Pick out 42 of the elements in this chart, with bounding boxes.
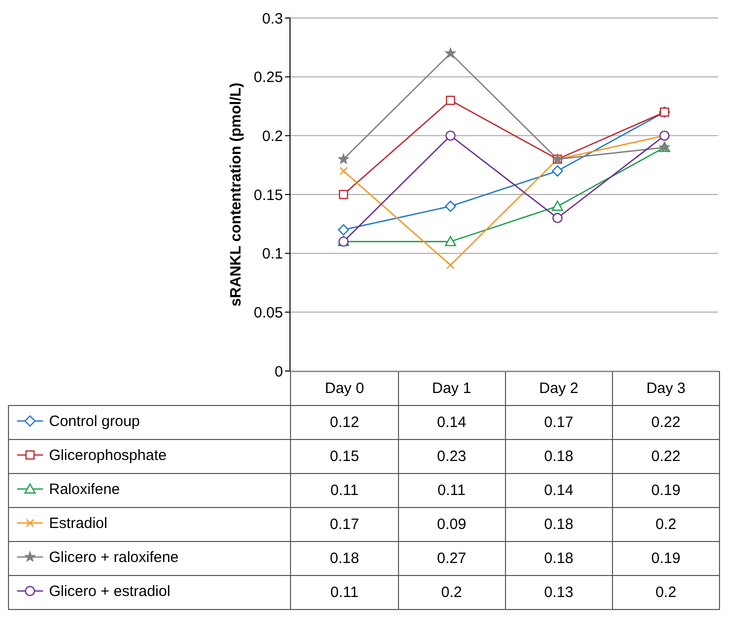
data-label: 0.18 xyxy=(505,508,612,542)
data-label: 0.2 xyxy=(398,576,506,610)
data-label: 0.18 xyxy=(505,542,612,576)
x-tick-label: Day 0 xyxy=(290,372,398,406)
y-tick-label: 0.3 xyxy=(262,10,283,28)
legend-label: Glicero + estradiol xyxy=(48,582,170,600)
y-tick-label: 0.25 xyxy=(254,69,283,86)
x-tick-label: Day 2 xyxy=(505,372,612,406)
data-label: 0.17 xyxy=(505,406,612,440)
data-label: 0.11 xyxy=(290,474,398,508)
legend-label: Control group xyxy=(48,412,140,430)
data-label: 0.19 xyxy=(612,542,720,576)
legend-label: Glicero + raloxifene xyxy=(48,548,179,566)
data-label: 0.11 xyxy=(398,474,506,508)
data-label: 0.14 xyxy=(398,406,506,440)
data-label: 0.13 xyxy=(505,576,612,610)
data-label: 0.19 xyxy=(612,474,720,508)
data-label: 0.22 xyxy=(612,440,720,474)
y-tick-label: 0.1 xyxy=(262,246,283,263)
legend-label: Raloxifene xyxy=(48,480,120,498)
data-label: 0.18 xyxy=(290,542,398,576)
legend-label: Glicerophosphate xyxy=(48,446,167,464)
data-label: 0.14 xyxy=(505,474,612,508)
y-axis-title: sRANKL contentration (pmol/L) xyxy=(227,82,244,306)
y-tick-label: 0.05 xyxy=(254,304,283,322)
data-label: 0.18 xyxy=(505,440,612,474)
data-label: 0.23 xyxy=(398,440,506,474)
data-label: 0.2 xyxy=(612,508,720,542)
data-label: 0.27 xyxy=(398,542,506,576)
data-label: 0.17 xyxy=(290,508,398,542)
x-tick-label: Day 1 xyxy=(398,372,506,406)
data-label: 0.22 xyxy=(612,406,720,440)
legend-label: Estradiol xyxy=(48,514,108,532)
data-label: 0.12 xyxy=(290,406,398,440)
data-label: 0.11 xyxy=(290,576,398,610)
x-tick-label: Day 3 xyxy=(612,372,720,406)
y-tick-label: 0.2 xyxy=(262,128,283,145)
data-label: 0.15 xyxy=(290,440,398,474)
data-label: 0.09 xyxy=(398,508,506,542)
y-tick-label: 0.15 xyxy=(254,186,283,204)
data-label: 0.2 xyxy=(612,576,720,610)
y-tick-label: 0 xyxy=(274,363,283,380)
